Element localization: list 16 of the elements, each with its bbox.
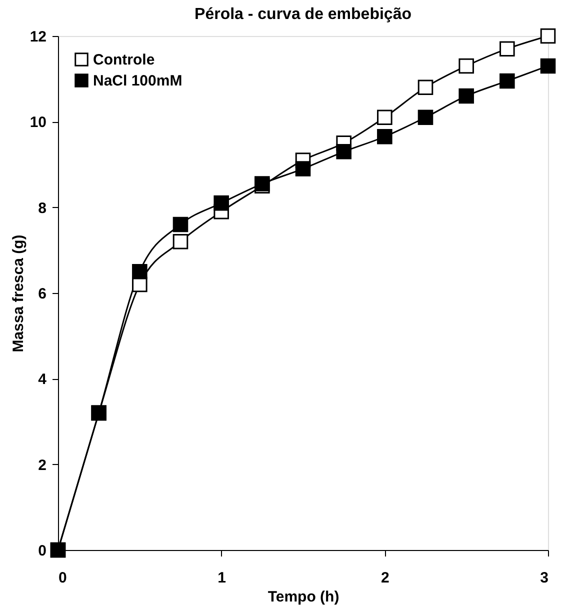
x-tick-label: 1 bbox=[218, 570, 226, 586]
x-axis-title: Tempo (h) bbox=[268, 588, 340, 606]
y-tick-label: 4 bbox=[38, 371, 48, 388]
x-tick-label: 0 bbox=[58, 570, 67, 586]
legend-label: NaCl 100mM bbox=[93, 72, 182, 90]
y-tick-label: 6 bbox=[38, 286, 46, 302]
y-tick-label: 0 bbox=[38, 542, 46, 560]
y-tick-label: 10 bbox=[30, 114, 46, 132]
y-axis-title: Massa fresca (g) bbox=[10, 234, 27, 352]
x-tick-label: 2 bbox=[380, 570, 390, 586]
x-tick-label: 3 bbox=[540, 570, 548, 586]
chart-title: Pérola - curva de embebição bbox=[194, 6, 412, 24]
y-tick-label: 12 bbox=[30, 28, 46, 46]
legend-label: Controle bbox=[93, 52, 155, 68]
y-tick-label: 8 bbox=[38, 200, 46, 217]
y-tick-label: 2 bbox=[38, 456, 46, 474]
